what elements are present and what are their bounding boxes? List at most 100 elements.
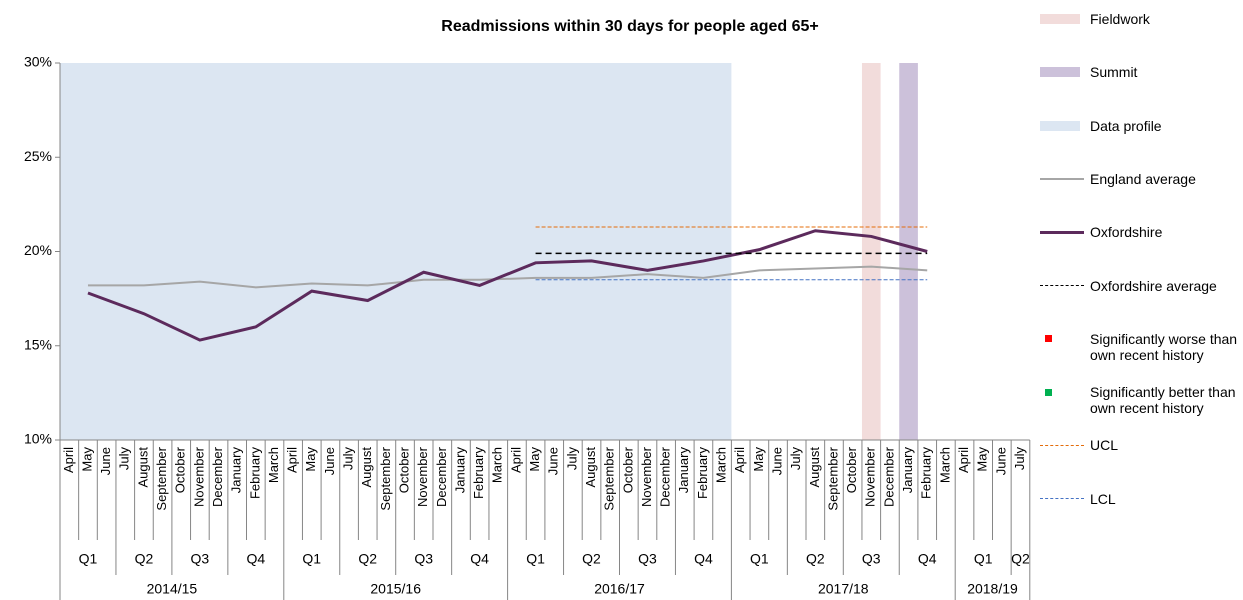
x-tick-label: October [844,446,859,493]
x-tick-label: May [527,447,542,472]
x-tick-label: May [79,447,94,472]
x-tick-label: January [676,447,691,494]
year-label: 2018/19 [967,581,1018,597]
legend-swatch [1040,177,1084,180]
legend-swatch [1045,335,1052,343]
legend-label: Significantly worse than own recent hist… [1090,330,1238,363]
x-tick-label: November [639,446,654,507]
legend-label: England average [1090,170,1196,187]
legend-swatch [1040,284,1084,286]
y-tick-label: 30% [24,54,52,70]
x-tick-label: October [620,446,635,493]
quarter-label: Q1 [302,551,321,567]
quarter-label: Q3 [414,551,433,567]
legend-label: LCL [1090,490,1116,507]
year-label: 2016/17 [594,581,645,597]
quarter-label: Q1 [750,551,769,567]
x-tick-label: April [285,447,300,473]
legend-swatch [1040,230,1084,234]
legend-swatch [1040,498,1084,500]
x-tick-label: February [695,447,710,500]
x-tick-label: September [602,446,617,510]
quarter-label: Q4 [694,551,713,567]
year-label: 2017/18 [818,581,869,597]
x-tick-label: October [396,446,411,493]
x-tick-label: May [303,447,318,472]
x-tick-label: June [322,447,337,475]
year-label: 2014/15 [147,581,198,597]
quarter-label: Q2 [135,551,154,567]
x-tick-label: May [975,447,990,472]
x-tick-label: February [471,447,486,500]
chart-title: Readmissions within 30 days for people a… [441,18,818,35]
x-tick-label: July [564,447,579,471]
x-tick-label: February [919,447,934,500]
x-tick-label: June [769,447,784,475]
legend-swatch [1040,14,1080,24]
x-tick-label: January [900,447,915,494]
legend-label: Significantly better than own recent his… [1090,384,1236,417]
quarter-label: Q2 [358,551,377,567]
x-tick-label: June [98,447,113,475]
band [60,63,732,440]
y-tick-label: 20% [24,242,52,258]
legend-label: Data profile [1090,117,1162,134]
x-tick-label: March [714,447,729,483]
x-tick-label: August [583,447,598,488]
quarter-label: Q3 [638,551,657,567]
series-line [87,265,928,289]
legend-label: UCL [1090,437,1119,454]
x-tick-label: August [807,447,822,488]
x-tick-label: July [1012,447,1027,471]
x-tick-label: June [546,447,561,475]
series-line [87,229,928,342]
x-tick-label: June [993,447,1008,475]
y-tick-label: 15% [24,336,52,352]
x-tick-label: April [61,447,76,473]
legend-label: Oxfordshire average [1090,277,1217,294]
x-tick-label: May [751,447,766,472]
x-tick-label: March [266,447,281,483]
x-tick-label: October [173,446,188,493]
quarter-label: Q4 [470,551,489,567]
quarter-label: Q3 [191,551,210,567]
legend-swatch [1040,120,1080,131]
x-tick-label: November [415,446,430,507]
quarter-label: Q1 [974,551,993,567]
x-tick-label: July [117,447,132,471]
x-tick-label: December [210,446,225,507]
x-tick-label: January [229,447,244,494]
x-tick-label: August [359,447,374,488]
quarter-label: Q4 [246,551,265,567]
legend-swatch [1040,67,1080,78]
x-tick-label: February [247,447,262,500]
x-tick-label: September [825,446,840,510]
x-tick-label: December [434,446,449,507]
quarter-label: Q3 [862,551,881,567]
quarter-label: Q4 [918,551,937,567]
x-tick-label: August [135,447,150,488]
x-tick-label: March [490,447,505,483]
x-tick-label: April [956,447,971,473]
x-tick-label: January [452,447,467,494]
year-label: 2015/16 [370,581,421,597]
x-tick-label: December [658,446,673,507]
band [899,63,918,440]
legend-swatch [1045,388,1052,396]
x-tick-label: April [508,447,523,473]
legend-label: Summit [1090,64,1138,81]
quarter-label: Q2 [806,551,825,567]
x-tick-label: July [788,447,803,471]
legend-label: Fieldwork [1090,11,1150,27]
quarter-label: Q2 [582,551,601,567]
x-tick-label: December [881,446,896,507]
quarter-label: Q2 [1011,551,1030,567]
x-tick-label: September [378,446,393,510]
x-tick-label: July [341,447,356,471]
x-tick-label: April [732,447,747,473]
x-tick-label: November [863,446,878,507]
band [861,63,881,440]
x-tick-label: November [191,446,206,507]
